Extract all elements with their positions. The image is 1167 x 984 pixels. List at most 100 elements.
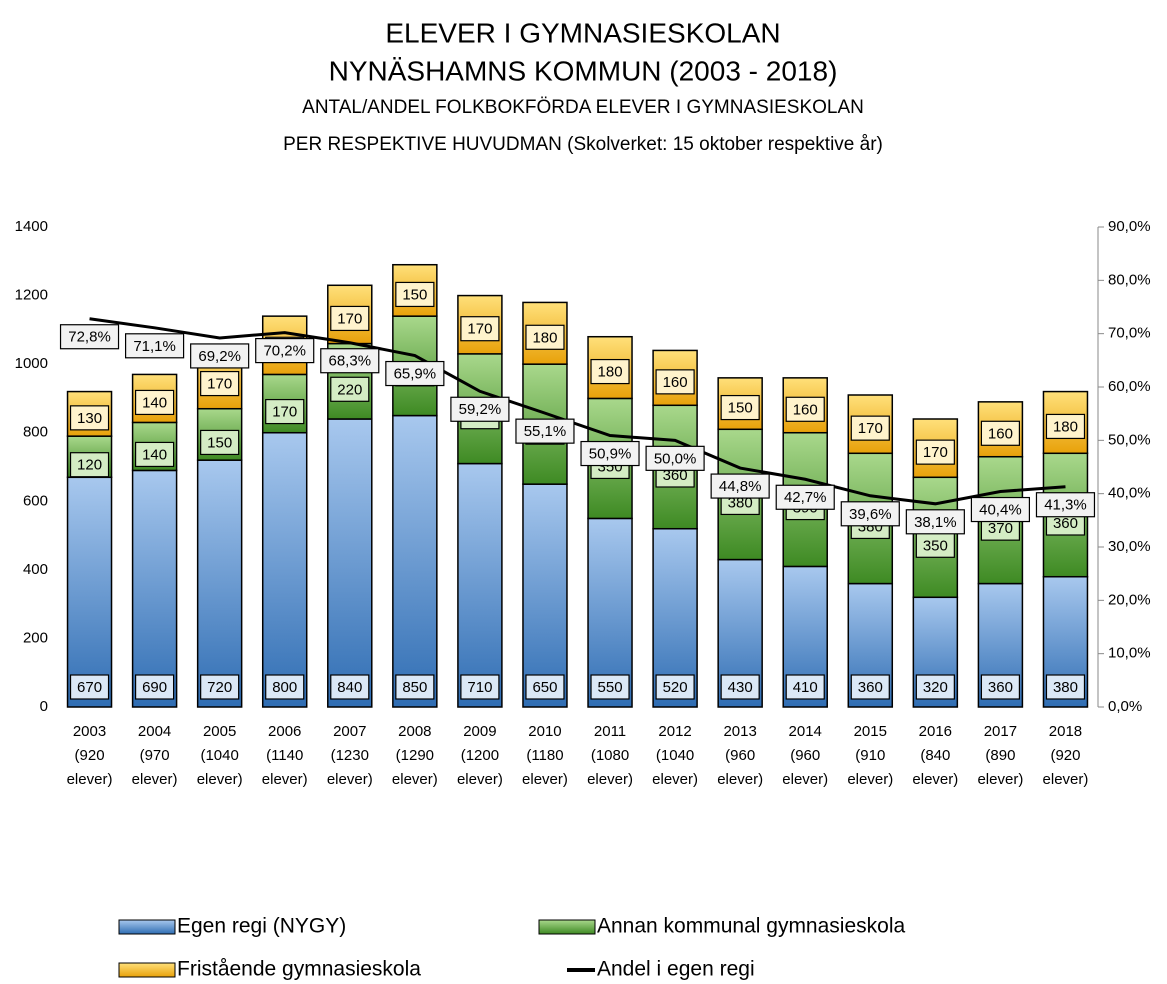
legend-swatch xyxy=(538,919,596,935)
data-label-box xyxy=(525,674,565,700)
data-label: 170 xyxy=(272,404,297,421)
data-label-box xyxy=(330,305,370,332)
x-tick-label: 2003 (920 elever) xyxy=(67,723,113,788)
x-tick-line: elever) xyxy=(457,771,503,788)
bar xyxy=(457,462,503,708)
data-label-box xyxy=(915,439,955,465)
data-label: 410 xyxy=(793,679,818,696)
data-label: 650 xyxy=(532,679,557,696)
bar xyxy=(327,418,373,708)
x-tick-label: 2012 (1040 elever) xyxy=(652,723,698,788)
y-tick-label: 200 xyxy=(23,629,48,646)
data-label: 710 xyxy=(467,679,492,696)
data-label: 430 xyxy=(728,679,753,696)
x-tick-line: elever) xyxy=(392,771,438,788)
line-label: 40,4% xyxy=(979,502,1022,519)
data-label: 170 xyxy=(467,321,492,338)
data-label: 360 xyxy=(663,467,688,484)
x-tick-line: elever) xyxy=(67,771,113,788)
x-tick-line: elever) xyxy=(782,771,828,788)
line-label-box xyxy=(515,418,575,444)
data-label-box xyxy=(69,452,110,478)
data-label-box xyxy=(395,281,435,308)
line-label: 68,3% xyxy=(329,353,372,370)
x-tick-label: 2016 (840 elever) xyxy=(912,723,958,788)
data-label-box xyxy=(330,674,370,700)
data-label: 670 xyxy=(77,679,102,696)
data-label-box xyxy=(980,420,1021,446)
x-tick-line: elever) xyxy=(1043,771,1089,788)
line-label-box xyxy=(840,501,900,527)
bar xyxy=(522,483,568,708)
line-label: 65,9% xyxy=(394,366,437,383)
data-label-box xyxy=(720,394,760,421)
x-tick-label: 2015 (910 elever) xyxy=(847,723,893,788)
data-label: 690 xyxy=(142,679,167,696)
line-label: 38,1% xyxy=(914,514,957,531)
y2-tick-label: 90,0% xyxy=(1108,218,1151,235)
x-tick-line: (890 xyxy=(985,747,1015,764)
data-label-box xyxy=(655,369,695,395)
data-label-box xyxy=(590,674,630,700)
line-label-box xyxy=(1035,492,1096,518)
line-label-box xyxy=(970,496,1031,523)
data-label: 350 xyxy=(923,537,948,554)
data-label-box xyxy=(200,674,240,700)
x-tick-line: 2011 xyxy=(594,723,626,740)
y-tick-label: 0 xyxy=(40,698,48,715)
data-label: 180 xyxy=(1053,418,1078,435)
bar xyxy=(392,414,438,708)
x-tick-label: 2014 (960 elever) xyxy=(782,723,828,788)
legend-swatch xyxy=(118,962,176,978)
y-tick-label: 1000 xyxy=(15,355,48,372)
y-tick-label: 400 xyxy=(23,561,48,578)
line-label-box xyxy=(450,396,510,422)
data-label: 170 xyxy=(337,310,362,327)
chart-subtitle: ANTAL/ANDEL FOLKBOKFÖRDA ELEVER I GYMNAS… xyxy=(302,97,864,118)
data-label: 180 xyxy=(598,364,623,381)
line-label: 71,1% xyxy=(133,338,176,355)
line-label: 44,8% xyxy=(719,478,762,495)
x-tick-line: (1080 xyxy=(591,747,629,764)
data-label: 370 xyxy=(988,520,1013,537)
data-label: 130 xyxy=(77,410,102,427)
legend-label: Andel i egen regi xyxy=(597,958,755,981)
x-tick-line: 2013 xyxy=(723,723,756,740)
data-label-box xyxy=(395,674,435,700)
data-label: 170 xyxy=(207,376,232,393)
chart-subtitle: PER RESPEKTIVE HUVUDMAN (Skolverket: 15 … xyxy=(283,134,883,155)
x-tick-label: 2006 (1140 elever) xyxy=(262,723,308,788)
x-tick-line: 2016 xyxy=(919,723,952,740)
data-label-box xyxy=(460,316,500,342)
y2-tick-label: 0,0% xyxy=(1108,698,1142,715)
y2-tick-label: 50,0% xyxy=(1108,431,1151,448)
x-tick-line: (920 xyxy=(75,747,105,764)
x-tick-line: elever) xyxy=(522,771,568,788)
data-label: 800 xyxy=(272,679,297,696)
x-tick-line: (970 xyxy=(140,747,170,764)
data-label-box xyxy=(330,376,370,402)
data-label: 180 xyxy=(532,329,557,346)
data-label: 840 xyxy=(337,679,362,696)
data-label: 850 xyxy=(402,679,427,696)
x-tick-line: 2003 xyxy=(73,723,106,740)
y2-tick-label: 40,0% xyxy=(1108,485,1151,502)
y2-tick-label: 30,0% xyxy=(1108,538,1151,555)
data-label: 170 xyxy=(923,444,948,461)
data-label: 140 xyxy=(142,394,167,411)
x-tick-line: elever) xyxy=(327,771,373,788)
x-tick-line: elever) xyxy=(977,771,1023,788)
data-label-box xyxy=(265,398,305,425)
x-tick-line: elever) xyxy=(912,771,958,788)
data-label: 550 xyxy=(598,679,623,696)
data-label-box xyxy=(785,396,825,422)
chart-title: NYNÄSHAMNS KOMMUN (2003 - 2018) xyxy=(329,55,838,86)
x-tick-line: 2014 xyxy=(789,723,822,740)
x-tick-line: 2004 xyxy=(138,723,171,740)
line-label-box xyxy=(255,338,315,364)
bar xyxy=(66,476,113,708)
line-label-box xyxy=(645,445,705,471)
data-label: 150 xyxy=(728,400,753,417)
y-tick-label: 1200 xyxy=(15,287,48,304)
